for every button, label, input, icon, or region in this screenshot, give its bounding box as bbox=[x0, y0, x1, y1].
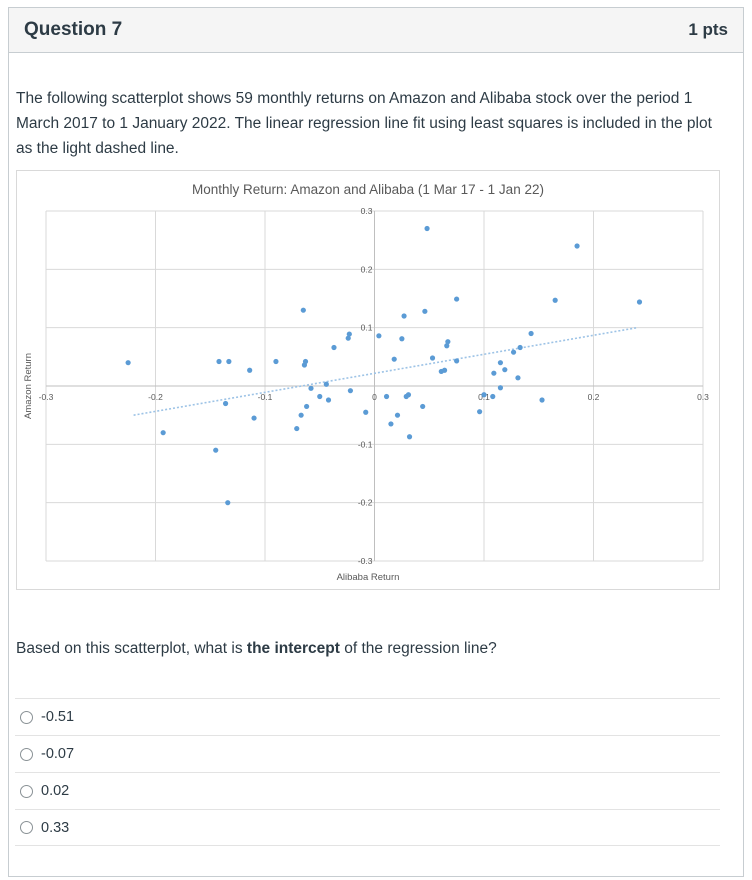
data-point bbox=[222, 400, 229, 407]
data-point bbox=[302, 358, 309, 365]
data-point bbox=[454, 296, 460, 302]
data-point bbox=[298, 412, 304, 418]
data-point bbox=[429, 355, 436, 361]
data-point bbox=[399, 336, 405, 342]
data-point bbox=[216, 358, 222, 365]
chart-gridlines bbox=[45, 210, 704, 562]
answer-label: -0.51 bbox=[41, 709, 75, 725]
data-point bbox=[391, 356, 397, 362]
x-tick-label: 0.3 bbox=[697, 392, 709, 402]
answer-option[interactable]: -0.07 bbox=[15, 735, 720, 772]
data-point bbox=[422, 308, 428, 314]
data-point bbox=[515, 375, 521, 381]
scatterplot-image: Monthly Return: Amazon and Alibaba (1 Ma… bbox=[16, 170, 720, 590]
y-tick-label: 0.1 bbox=[361, 323, 373, 333]
radio-button[interactable] bbox=[20, 784, 33, 798]
data-point bbox=[325, 397, 332, 403]
question-points: 1 pts bbox=[688, 20, 728, 39]
data-point bbox=[273, 358, 279, 365]
data-point bbox=[213, 447, 219, 453]
answer-option[interactable]: 0.33 bbox=[15, 809, 720, 846]
x-tick-label: 0.2 bbox=[588, 392, 600, 402]
data-point bbox=[383, 393, 390, 400]
data-point bbox=[477, 409, 483, 415]
question-ask: Based on this scatterplot, what is the i… bbox=[16, 640, 497, 658]
data-point bbox=[424, 225, 430, 232]
data-point bbox=[300, 307, 306, 313]
radio-button[interactable] bbox=[20, 747, 33, 761]
data-point bbox=[517, 344, 523, 351]
data-point bbox=[347, 388, 354, 394]
data-point bbox=[491, 370, 497, 376]
ask-text-suffix: of the regression line? bbox=[339, 640, 497, 657]
data-point bbox=[346, 331, 352, 337]
data-point bbox=[497, 385, 504, 391]
y-tick-label: -0.2 bbox=[358, 498, 373, 508]
scatterplot-svg: Monthly Return: Amazon and Alibaba (1 Ma… bbox=[23, 182, 709, 583]
data-point bbox=[160, 430, 166, 436]
data-point bbox=[401, 313, 407, 319]
data-point bbox=[444, 343, 450, 349]
chart-title: Monthly Return: Amazon and Alibaba (1 Ma… bbox=[192, 182, 544, 197]
answer-option[interactable]: -0.51 bbox=[15, 698, 720, 735]
data-point bbox=[376, 333, 382, 339]
x-tick-label: -0.1 bbox=[258, 392, 273, 402]
x-tick-label: -0.3 bbox=[39, 392, 54, 402]
data-point bbox=[345, 335, 351, 341]
data-point bbox=[406, 434, 413, 440]
answer-label: 0.33 bbox=[41, 819, 70, 836]
data-point bbox=[394, 412, 401, 418]
answer-list: -0.51 -0.07 0.02 0.33 bbox=[15, 698, 720, 846]
data-point bbox=[317, 393, 323, 400]
data-point bbox=[331, 344, 337, 351]
data-point bbox=[552, 297, 558, 303]
data-point bbox=[388, 421, 394, 427]
data-point bbox=[304, 403, 310, 410]
data-point bbox=[125, 360, 131, 366]
data-point bbox=[636, 299, 643, 305]
regression-line bbox=[133, 326, 638, 416]
answer-label: 0.02 bbox=[41, 783, 70, 799]
radio-button[interactable] bbox=[20, 710, 33, 724]
chart-points bbox=[125, 225, 643, 506]
y-axis-label: Amazon Return bbox=[23, 353, 34, 419]
data-point bbox=[445, 339, 451, 345]
data-point bbox=[323, 381, 329, 387]
data-point bbox=[490, 393, 496, 400]
data-point bbox=[481, 392, 487, 398]
ask-text-prefix: Based on this scatterplot, what is bbox=[16, 640, 247, 657]
question-prompt: The following scatterplot shows 59 month… bbox=[16, 90, 712, 157]
question-header: Question 7 1 pts bbox=[9, 8, 743, 53]
radio-button[interactable] bbox=[20, 821, 33, 834]
y-tick-label: 0.2 bbox=[361, 264, 373, 274]
data-point bbox=[247, 367, 253, 373]
data-point bbox=[226, 358, 232, 365]
data-point bbox=[420, 403, 426, 410]
data-point bbox=[502, 367, 508, 373]
data-point bbox=[225, 500, 231, 506]
data-point bbox=[441, 367, 448, 373]
data-point bbox=[539, 397, 545, 403]
data-point bbox=[497, 360, 504, 366]
data-point bbox=[251, 415, 257, 421]
ask-text-bold: the intercept bbox=[246, 640, 340, 657]
x-axis-label: Alibaba Return bbox=[337, 572, 400, 583]
data-point bbox=[308, 385, 314, 391]
y-tick-label: 0.3 bbox=[361, 206, 373, 216]
x-tick-label: -0.2 bbox=[148, 392, 163, 402]
x-tick-label: 0 bbox=[372, 392, 377, 402]
data-point bbox=[510, 349, 517, 355]
data-point bbox=[405, 392, 412, 398]
data-point bbox=[363, 409, 369, 415]
answer-option[interactable]: 0.02 bbox=[15, 772, 720, 809]
question-title: Question 7 bbox=[24, 19, 123, 40]
data-point bbox=[574, 243, 580, 249]
answer-label: -0.07 bbox=[41, 746, 75, 762]
data-point bbox=[294, 425, 300, 432]
data-point bbox=[528, 330, 534, 337]
y-tick-label: -0.3 bbox=[358, 556, 373, 566]
data-point bbox=[454, 358, 460, 364]
y-tick-label: -0.1 bbox=[358, 439, 373, 449]
